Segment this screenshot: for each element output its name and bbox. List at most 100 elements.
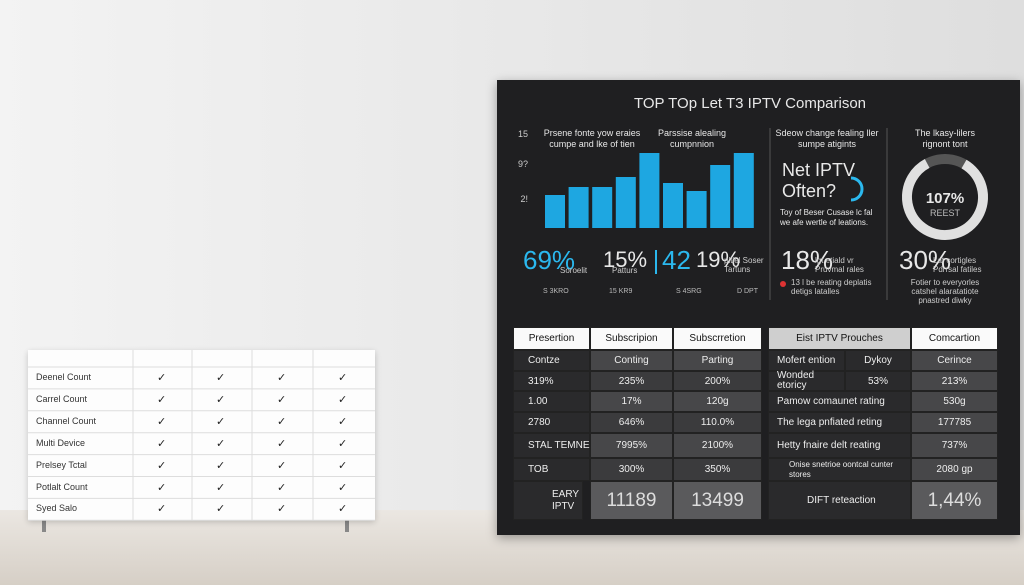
- row-label: Multi Device: [36, 437, 86, 448]
- check-mark: ✓: [157, 481, 167, 494]
- header-cell: Subscrretion: [673, 327, 762, 350]
- stat-value: 30%: [899, 245, 952, 275]
- y-tick-label: 2!: [520, 194, 528, 204]
- check-mark: ✓: [338, 481, 348, 494]
- table-cell: 646%: [590, 412, 673, 433]
- stat-label: Patturs: [612, 266, 638, 275]
- table-cell: Hetty fnaire delt reating: [768, 433, 911, 458]
- footer-label: 15 KR9: [609, 288, 633, 295]
- table-leg: [345, 520, 349, 532]
- check-mark: ✓: [338, 415, 348, 428]
- bar: [545, 195, 565, 228]
- check-mark: ✓: [157, 437, 167, 450]
- table-cell: 177785: [911, 412, 998, 433]
- board-title: TOP TOp Let T3 IPTV Comparison: [633, 95, 867, 112]
- bar: [592, 187, 613, 228]
- checklist-table: [28, 350, 375, 520]
- table-cell: 17%: [590, 391, 673, 412]
- check-mark: ✓: [277, 503, 287, 516]
- check-mark: ✓: [216, 437, 226, 450]
- row-label: Potlalt Count: [36, 481, 88, 492]
- row-label: Prelsey Tctal: [36, 459, 87, 470]
- table-cell: 319%: [513, 371, 590, 391]
- stat-value: 18%: [781, 245, 834, 275]
- table-cell: Cerince: [911, 350, 998, 371]
- check-mark: ✓: [338, 437, 348, 450]
- table-cell: 300%: [590, 458, 673, 481]
- footer-label: D DPT: [737, 288, 758, 295]
- check-mark: ✓: [338, 372, 348, 384]
- table-cell: 200%: [673, 371, 762, 391]
- donut-value: 107%: [925, 190, 965, 207]
- donut-arc: [902, 154, 988, 240]
- table-cell: The lega pnfiated reting: [768, 412, 911, 433]
- bullet-dot: [780, 281, 786, 287]
- check-mark: ✓: [157, 459, 167, 472]
- table-cell: Pamow comaunet rating: [768, 391, 911, 412]
- check-mark: ✓: [277, 437, 287, 450]
- row-label: Carrel Count: [36, 393, 88, 404]
- donut-caption: REEST: [929, 208, 960, 218]
- check-mark: ✓: [157, 372, 167, 384]
- y-tick-label: 9?: [518, 159, 528, 169]
- bar: [615, 177, 636, 228]
- check-mark: ✓: [216, 393, 226, 406]
- headline: Net IPTV Often?: [782, 160, 856, 201]
- table-cell: 213%: [911, 371, 998, 391]
- table-leg: [42, 520, 46, 532]
- row-label: Deenel Count: [36, 372, 92, 382]
- stat-value: 42: [662, 245, 691, 275]
- y-tick-label: 15: [518, 129, 528, 139]
- table-cell: 737%: [911, 433, 998, 458]
- check-mark: ✓: [277, 393, 287, 406]
- stat-value: 19%: [696, 247, 741, 272]
- check-mark: ✓: [216, 481, 226, 494]
- check-mark: ✓: [277, 459, 287, 472]
- bar: [686, 191, 707, 228]
- check-mark: ✓: [277, 481, 287, 494]
- table-cell: 7995%: [590, 433, 673, 458]
- check-mark: ✓: [277, 372, 287, 384]
- right-note: Fotier to everyorles catshel alaratatiot…: [910, 278, 980, 305]
- table-cell: DIFT reteaction: [768, 481, 911, 520]
- check-mark: ✓: [338, 459, 348, 472]
- stat-value: 15%: [603, 247, 648, 272]
- check-mark: ✓: [338, 393, 348, 406]
- table-cell: 2780: [513, 412, 590, 433]
- stat-label: lgt etiald vr Pruvmal rales: [815, 256, 864, 274]
- table-cell: Conting: [590, 350, 673, 371]
- table-cell: 120g: [673, 391, 762, 412]
- table-cell: Parting: [673, 350, 762, 371]
- bar: [568, 187, 589, 228]
- table-cell: 1,44%: [911, 481, 998, 520]
- check-mark: ✓: [157, 393, 167, 406]
- check-mark: ✓: [216, 459, 226, 472]
- check-mark: ✓: [338, 503, 348, 516]
- table-cell: 2100%: [673, 433, 762, 458]
- check-mark: ✓: [157, 503, 167, 516]
- table-cell: STAL TEMNER: [513, 433, 597, 458]
- header-cell: Subscripion: [590, 327, 673, 350]
- check-mark: ✓: [277, 415, 287, 428]
- row-label: Syed Salo: [36, 503, 78, 514]
- header-cell: Comcartion: [911, 327, 998, 350]
- stat-label: Soroelit: [560, 266, 588, 275]
- table-cell: 235%: [590, 371, 673, 391]
- table-cell: 350%: [673, 458, 762, 481]
- table-cell: Wonded etoricy: [768, 371, 845, 391]
- check-mark: ✓: [216, 503, 226, 516]
- stat-label: Lat cortigles Pdrrsal fatiles: [933, 256, 982, 274]
- check-mark: ✓: [157, 415, 167, 428]
- table-cell: Mofert ention: [768, 350, 845, 371]
- bullet-text: 13 l be reating deplatis detigs latalles: [791, 278, 872, 296]
- table-cell: EARY IPTV: [513, 481, 583, 520]
- table-cell: Onise snetrioe oontcal cunter stores: [768, 458, 911, 481]
- footer-label: S 4SRG: [676, 288, 702, 295]
- table-cell: 11189: [590, 481, 673, 520]
- note: Parssise alealing cumpnnion: [657, 128, 727, 149]
- check-mark: ✓: [216, 415, 226, 428]
- table-cell: Dykoy: [845, 350, 911, 371]
- table-cell: 2080 gp: [911, 458, 998, 481]
